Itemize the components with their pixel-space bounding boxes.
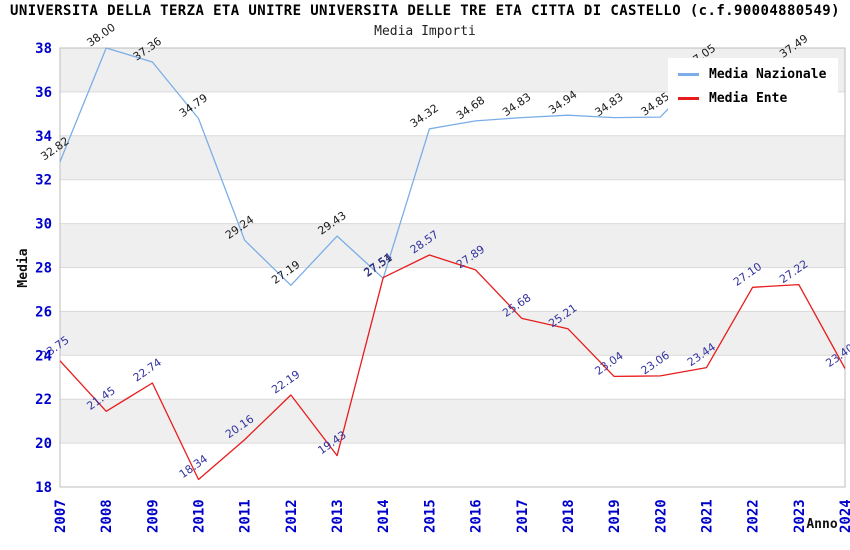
x-tick-label: 2023 (792, 499, 808, 533)
y-tick-label: 34 (35, 129, 52, 145)
x-tick-label: 2012 (284, 499, 300, 533)
plot-band (60, 179, 845, 224)
plot-band (60, 399, 845, 444)
legend-label-ente: Media Ente (709, 91, 788, 106)
x-tick-label: 2022 (746, 499, 762, 533)
legend-swatch-nazionale-icon (678, 73, 699, 76)
x-tick-label: 2017 (515, 499, 531, 533)
y-tick-label: 20 (35, 436, 52, 452)
y-tick-label: 38 (35, 41, 52, 57)
plot-band (60, 443, 845, 487)
data-label: 38.00 (85, 21, 118, 50)
x-tick-label: 2021 (700, 499, 716, 533)
chart-subtitle: Media Importi (374, 24, 476, 39)
y-tick-label: 26 (35, 304, 52, 320)
x-axis-title: Anno (806, 517, 837, 532)
series-line (59, 254, 846, 481)
y-tick-label: 32 (35, 173, 52, 189)
x-tick-label: 2013 (330, 499, 346, 533)
y-tick-label: 30 (35, 217, 52, 233)
x-tick-label: 2008 (99, 499, 115, 533)
plot-band (60, 135, 845, 180)
x-tick-label: 2016 (469, 499, 485, 533)
legend: Media Nazionale Media Ente (668, 58, 838, 116)
x-tick-label: 2024 (838, 499, 850, 533)
y-tick-label: 36 (35, 85, 52, 101)
y-tick-label: 22 (35, 392, 52, 408)
plot-band (60, 223, 845, 268)
plot-band (60, 311, 845, 356)
x-tick-label: 2007 (53, 499, 69, 533)
plot-band (60, 355, 845, 400)
y-tick-label: 28 (35, 261, 52, 277)
legend-swatch-ente-icon (678, 97, 699, 100)
x-tick-label: 2020 (653, 499, 669, 533)
chart-title: UNIVERSITA DELLA TERZA ETA UNITRE UNIVER… (10, 3, 840, 19)
y-tick-label: 24 (35, 348, 52, 364)
x-tick-label: 2014 (376, 499, 392, 533)
legend-label-nazionale: Media Nazionale (709, 67, 827, 82)
y-axis-title: Media (16, 248, 31, 287)
x-tick-label: 2010 (192, 499, 208, 533)
plot-band (60, 267, 845, 312)
series-line (59, 47, 799, 286)
y-tick-label: 18 (35, 480, 52, 496)
x-tick-label: 2015 (422, 499, 438, 533)
x-tick-label: 2018 (561, 499, 577, 533)
x-tick-label: 2009 (145, 499, 161, 533)
legend-item-media-ente: Media Ente (678, 91, 828, 106)
x-tick-label: 2019 (607, 499, 623, 533)
plot-border (59, 47, 846, 488)
legend-item-media-nazionale: Media Nazionale (678, 67, 828, 82)
x-tick-label: 2011 (238, 499, 254, 533)
